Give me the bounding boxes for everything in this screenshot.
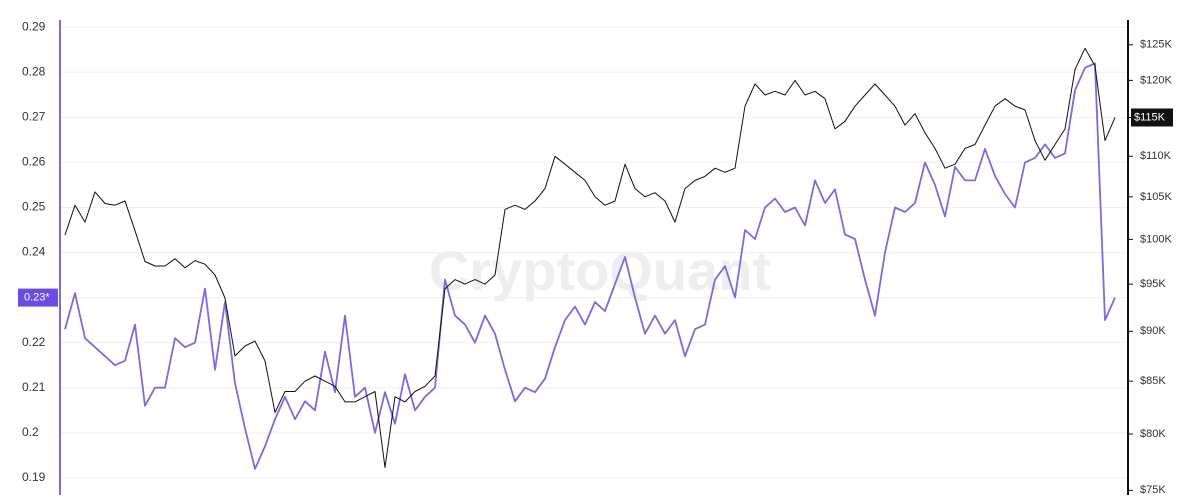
y-tick-label: 0.2 [22, 425, 39, 439]
y2-tick-label: $125K [1140, 39, 1172, 51]
y2-tick-label: $80K [1140, 428, 1166, 440]
y-tick-label: 0.24 [22, 245, 46, 259]
y-tick-label: 0.29 [22, 19, 46, 33]
y-tick-label: 0.27 [22, 110, 46, 124]
line-series [64, 62, 1116, 470]
y-tick-label: 0.28 [22, 64, 46, 78]
y-highlight-badge [18, 288, 58, 307]
y2-tick-label: $90K [1140, 325, 1166, 337]
y2-highlight-badge [1131, 108, 1173, 127]
line-series [64, 47, 1116, 468]
y2-tick-label: $120K [1140, 74, 1172, 86]
y-tick-label: 0.25 [22, 200, 46, 214]
y2-tick-label: $85K [1140, 375, 1166, 387]
y-tick-label: 0.22 [22, 335, 46, 349]
watermark: CryptoQuant [429, 239, 771, 302]
y2-tick-label: $75K [1140, 484, 1166, 496]
y2-tick-label: $110K [1140, 150, 1172, 162]
y2-tick-label: $100K [1140, 233, 1172, 245]
y-tick-label: 0.23* [24, 292, 50, 304]
y-tick-label: 0.19 [22, 470, 46, 484]
y-tick-label: 0.26 [22, 155, 46, 169]
y2-tick-label: $115K [1134, 111, 1166, 123]
y2-tick-label: $95K [1140, 278, 1166, 290]
y-tick-label: 0.21 [22, 380, 46, 394]
y2-tick-label: $105K [1140, 191, 1172, 203]
